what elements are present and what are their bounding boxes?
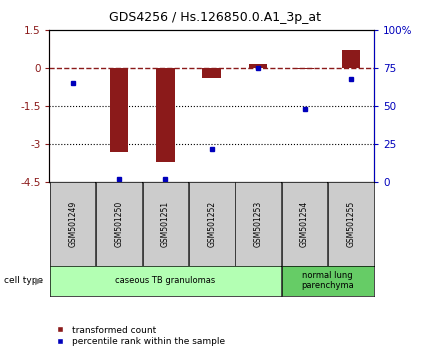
Text: normal lung
parenchyma: normal lung parenchyma xyxy=(301,271,354,290)
Text: GSM501255: GSM501255 xyxy=(347,201,356,247)
Text: ▶: ▶ xyxy=(35,275,43,286)
Text: caseous TB granulomas: caseous TB granulomas xyxy=(115,276,215,285)
Bar xyxy=(156,68,175,162)
Bar xyxy=(110,68,128,152)
Text: GSM501251: GSM501251 xyxy=(161,201,170,247)
Text: GSM501253: GSM501253 xyxy=(254,201,263,247)
Text: GDS4256 / Hs.126850.0.A1_3p_at: GDS4256 / Hs.126850.0.A1_3p_at xyxy=(109,11,321,24)
Legend: transformed count, percentile rank within the sample: transformed count, percentile rank withi… xyxy=(47,322,229,349)
Bar xyxy=(295,68,314,69)
Text: GSM501249: GSM501249 xyxy=(68,201,77,247)
Text: cell type: cell type xyxy=(4,276,43,285)
Text: GSM501254: GSM501254 xyxy=(300,201,309,247)
Bar xyxy=(342,50,360,68)
Bar xyxy=(249,64,267,68)
Text: GSM501252: GSM501252 xyxy=(207,201,216,247)
Bar xyxy=(203,68,221,78)
Text: GSM501250: GSM501250 xyxy=(114,201,123,247)
